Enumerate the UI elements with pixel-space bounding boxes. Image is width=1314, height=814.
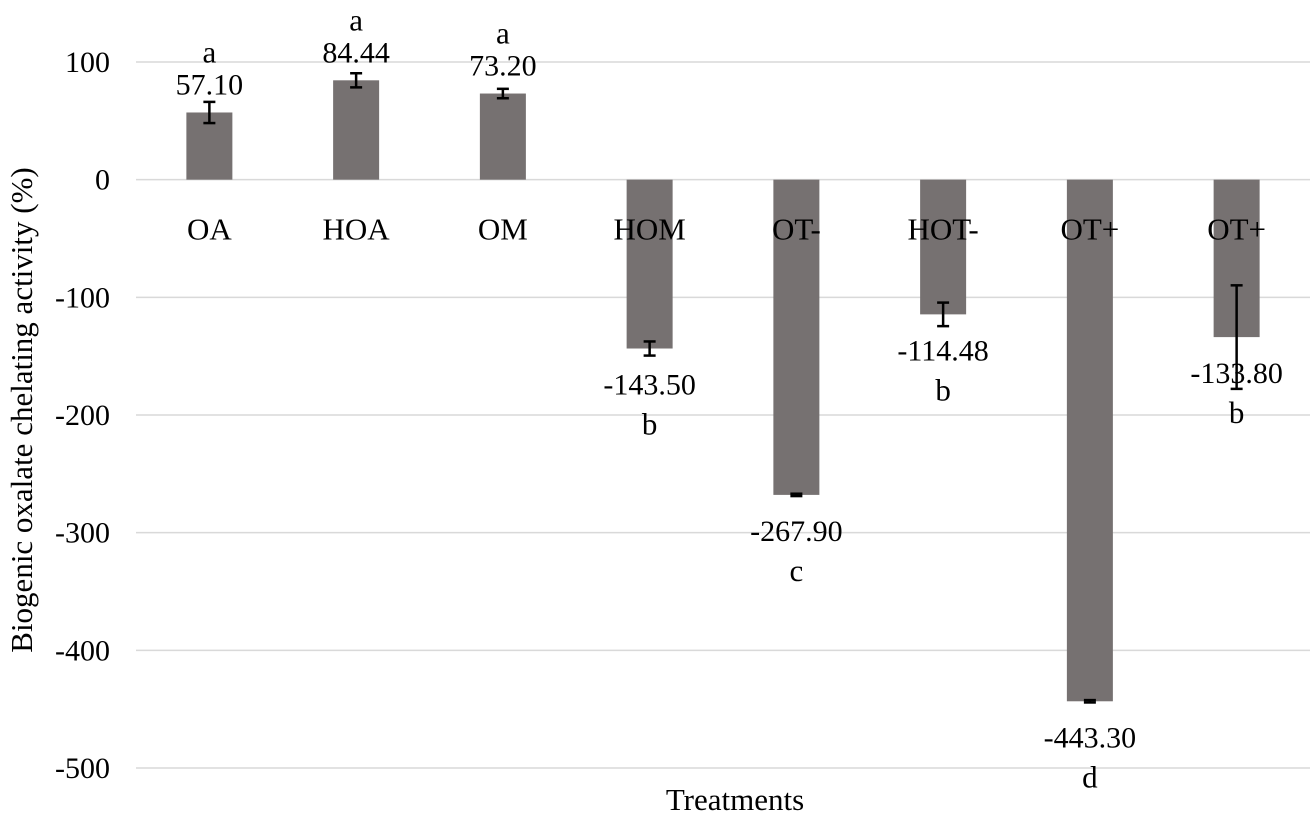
data-label: -133.80 (1190, 357, 1283, 390)
data-label: -443.30 (1044, 721, 1137, 754)
category-label: HOM (613, 212, 685, 247)
data-label: 73.20 (469, 50, 537, 83)
y-axis-title: Biogenic oxalate chelating activity (%) (4, 167, 39, 652)
category-label: HOT- (908, 212, 979, 247)
data-label: -143.50 (603, 369, 696, 402)
y-axis-ticks: 100 0 -100 -200 -300 -400 -500 (55, 46, 110, 785)
y-tick-label: -400 (55, 634, 110, 667)
significance-letter: b (935, 372, 951, 407)
gridlines (136, 61, 1310, 769)
error-bar (496, 87, 509, 100)
significance-letter: c (789, 553, 803, 588)
data-label: -114.48 (897, 334, 988, 367)
category-label: OA (187, 212, 232, 247)
bars (186, 80, 1260, 702)
significance-letter: b (642, 407, 658, 442)
category-label: OT+ (1060, 212, 1119, 247)
data-label: 57.10 (176, 68, 244, 101)
category-label: OT- (772, 212, 821, 247)
significance-letter: b (1229, 395, 1245, 430)
bar (333, 80, 380, 180)
y-tick-label: -500 (55, 752, 110, 785)
error-bar (937, 301, 950, 328)
category-label: OM (478, 212, 528, 247)
error-bar (1083, 698, 1096, 704)
data-labels: 57.10a 84.44a73.20a-143.50b-267.90c-114.4… (176, 2, 1283, 794)
error-bar (643, 340, 656, 357)
significance-letter: a (349, 2, 363, 37)
error-bar (203, 100, 216, 125)
category-label: HOA (323, 212, 391, 247)
bar (1066, 179, 1113, 702)
bar (626, 179, 673, 349)
bar (773, 179, 820, 495)
x-axis-title: Treatments (666, 782, 804, 814)
y-tick-label: -300 (55, 517, 110, 550)
category-label: OT+ (1207, 212, 1266, 247)
significance-letter: a (202, 34, 216, 69)
error-bar (1230, 284, 1243, 391)
bar (920, 179, 967, 315)
data-label: 84.44 (322, 36, 390, 69)
y-tick-label: -200 (55, 399, 110, 432)
bar (479, 93, 526, 180)
error-bars (203, 71, 1243, 704)
significance-letter: d (1082, 759, 1098, 794)
error-bar (350, 71, 363, 89)
category-labels: OA HOA OM HOM OT- HOT- OT+ OT+ (187, 212, 1266, 247)
y-tick-label: -100 (55, 281, 110, 314)
y-tick-label: 0 (95, 164, 110, 197)
data-label: -267.90 (750, 515, 843, 548)
significance-letter: a (496, 16, 510, 51)
error-bar (790, 492, 803, 498)
y-tick-label: 100 (65, 46, 110, 79)
